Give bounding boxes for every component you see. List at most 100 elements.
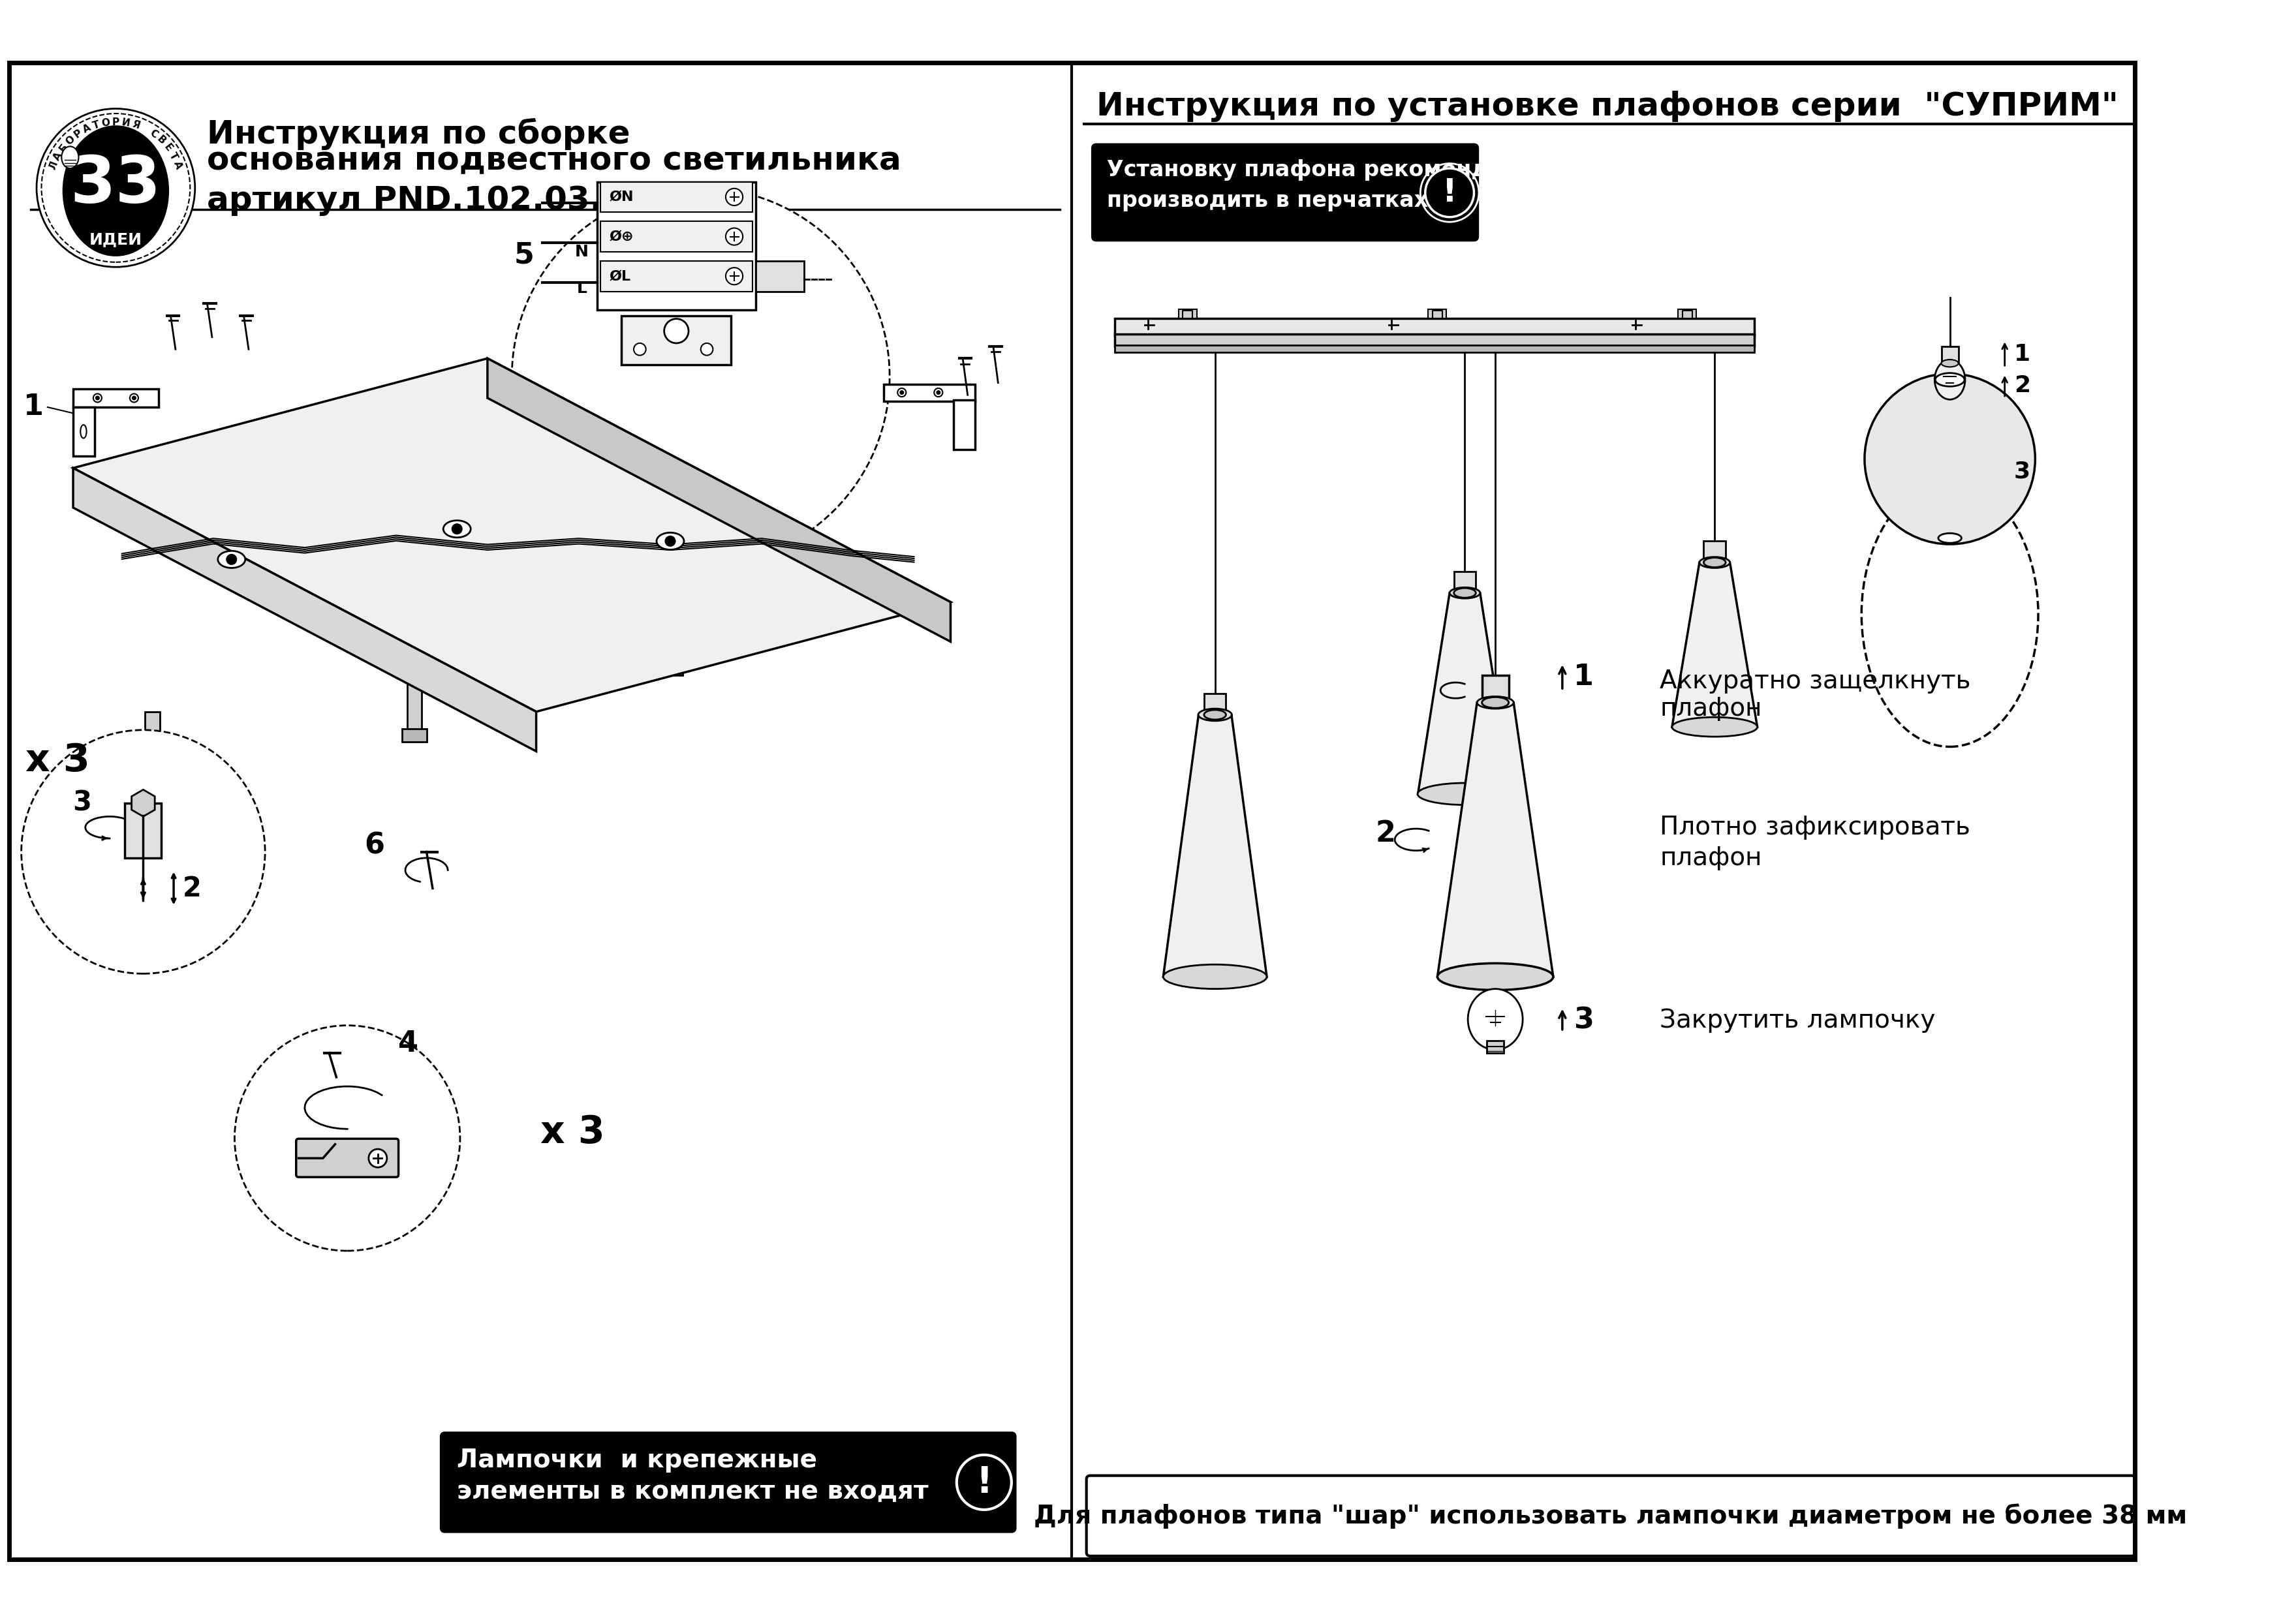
Bar	[406, 650, 422, 730]
Bar	[1488, 1041, 1504, 1053]
Text: ИДЕИ: ИДЕИ	[90, 232, 142, 248]
Text: 3: 3	[1573, 1007, 1593, 1035]
Text: x 3: x 3	[540, 1113, 604, 1150]
Ellipse shape	[1476, 696, 1513, 709]
Text: L: L	[576, 281, 588, 297]
Text: 5: 5	[514, 240, 535, 269]
Bar	[1453, 571, 1476, 594]
Polygon shape	[1671, 563, 1756, 727]
Polygon shape	[1419, 594, 1511, 793]
FancyBboxPatch shape	[296, 1139, 400, 1178]
Bar	[1178, 310, 1196, 318]
Text: Я: Я	[131, 120, 140, 131]
Ellipse shape	[1481, 697, 1508, 709]
Bar	[659, 662, 682, 675]
Ellipse shape	[1449, 587, 1481, 599]
Text: Инструкция по сборке: Инструкция по сборке	[207, 118, 631, 149]
Bar	[1481, 675, 1508, 702]
Bar	[1678, 310, 1697, 318]
Bar	[1114, 318, 1754, 336]
Text: Е: Е	[163, 143, 174, 154]
Ellipse shape	[1704, 558, 1727, 568]
Ellipse shape	[1671, 717, 1756, 736]
Bar	[599, 261, 753, 292]
Circle shape	[227, 555, 236, 564]
Bar	[140, 790, 165, 803]
Circle shape	[726, 229, 744, 245]
Text: Плотно зафиксировать: Плотно зафиксировать	[1660, 814, 1970, 840]
Text: Б: Б	[57, 141, 69, 154]
Ellipse shape	[1699, 556, 1729, 568]
Ellipse shape	[898, 388, 907, 397]
Polygon shape	[73, 358, 951, 712]
Bar	[755, 261, 804, 292]
Text: В: В	[156, 135, 168, 146]
Text: О: О	[101, 117, 110, 128]
Text: основания подвестного светильника: основания подвестного светильника	[207, 146, 902, 177]
Circle shape	[957, 1455, 1013, 1510]
Circle shape	[21, 730, 264, 973]
Text: 1: 1	[2014, 342, 2030, 365]
Text: плафон: плафон	[1660, 696, 1761, 722]
Circle shape	[666, 537, 675, 547]
Ellipse shape	[131, 394, 138, 402]
Ellipse shape	[80, 425, 87, 438]
Circle shape	[370, 1148, 388, 1168]
Circle shape	[1426, 169, 1474, 217]
Text: А: А	[172, 161, 184, 170]
Circle shape	[1864, 373, 2034, 545]
Text: Р: Р	[113, 117, 119, 127]
Text: 2: 2	[181, 874, 202, 902]
FancyBboxPatch shape	[1086, 1476, 2135, 1555]
Ellipse shape	[1453, 589, 1476, 599]
Text: Инструкция по установке плафонов серии  "СУПРИМ": Инструкция по установке плафонов серии "…	[1095, 91, 2119, 122]
Bar	[884, 384, 976, 401]
Ellipse shape	[900, 391, 905, 394]
Circle shape	[452, 524, 461, 534]
Text: 3: 3	[73, 790, 92, 817]
Bar	[1114, 334, 1754, 345]
Text: ØN: ØN	[608, 190, 634, 203]
Ellipse shape	[96, 396, 99, 399]
Text: Аккуратно защелкнуть: Аккуратно защелкнуть	[1660, 668, 1970, 694]
Text: Р: Р	[71, 128, 85, 139]
Text: 1: 1	[23, 393, 44, 422]
Text: С: С	[147, 128, 158, 139]
Bar	[953, 399, 976, 449]
Text: 6: 6	[365, 832, 386, 860]
Ellipse shape	[1938, 534, 1961, 543]
Circle shape	[234, 1025, 459, 1251]
Ellipse shape	[1936, 360, 1965, 399]
Ellipse shape	[443, 521, 471, 537]
Bar	[124, 803, 161, 858]
Text: !: !	[1442, 177, 1458, 208]
Circle shape	[726, 188, 744, 206]
Circle shape	[664, 320, 689, 344]
Polygon shape	[1164, 715, 1267, 976]
Bar	[599, 221, 753, 251]
Circle shape	[726, 268, 744, 285]
FancyBboxPatch shape	[1093, 144, 1479, 240]
Ellipse shape	[1203, 710, 1226, 720]
Text: 4: 4	[397, 1030, 418, 1058]
Ellipse shape	[1437, 963, 1552, 989]
Polygon shape	[73, 469, 537, 751]
Bar	[622, 316, 730, 365]
Text: ØL: ØL	[608, 269, 631, 282]
Ellipse shape	[133, 396, 135, 399]
Circle shape	[37, 109, 195, 268]
FancyBboxPatch shape	[441, 1432, 1015, 1531]
Text: производить в перчатках: производить в перчатках	[1107, 190, 1428, 211]
Ellipse shape	[62, 125, 170, 256]
Bar	[73, 389, 158, 407]
Bar	[664, 584, 677, 663]
Text: 3: 3	[2014, 461, 2030, 482]
Bar	[1114, 345, 1754, 352]
Bar	[1704, 542, 1727, 563]
Ellipse shape	[1942, 360, 1958, 367]
Text: Ø⊕: Ø⊕	[608, 230, 634, 243]
Text: Закрутить лампочку: Закрутить лампочку	[1660, 1009, 1936, 1033]
Bar	[599, 182, 753, 212]
Polygon shape	[1437, 702, 1552, 976]
Bar	[597, 182, 755, 310]
